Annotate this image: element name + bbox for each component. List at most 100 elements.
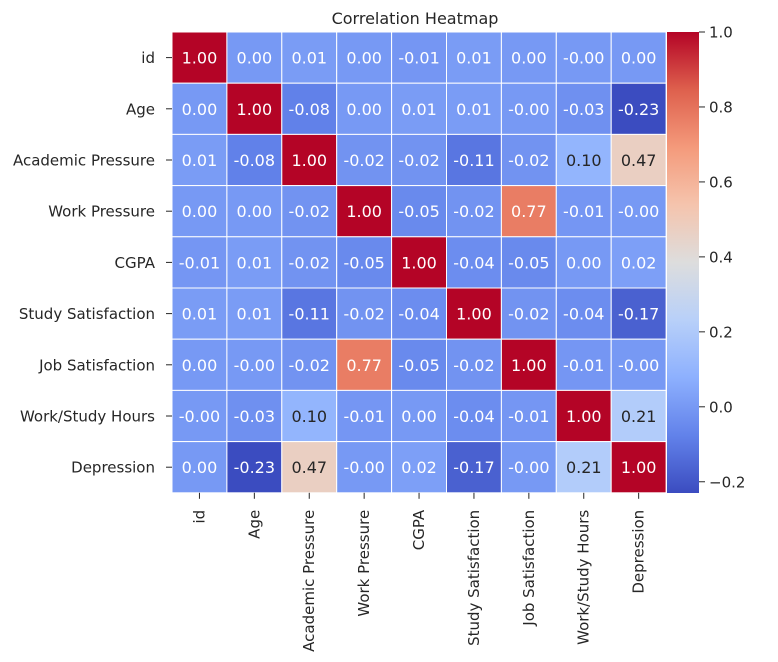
heatmap-cell	[336, 133, 393, 187]
heatmap-cell-value: 0.00	[401, 407, 437, 426]
x-tick-label: Depression	[630, 510, 648, 594]
heatmap-cell-value: 0.01	[401, 100, 437, 119]
colorbar-gradient	[667, 32, 699, 493]
heatmap-cell-value: 1.00	[401, 253, 437, 272]
heatmap-cell	[500, 389, 557, 443]
y-tick-label: CGPA	[115, 254, 156, 272]
heatmap-cell-value: -0.00	[618, 202, 659, 221]
heatmap-cell	[500, 82, 557, 135]
heatmap-cell	[446, 441, 502, 494]
heatmap-cell-value: -0.03	[234, 407, 275, 426]
heatmap-cell	[171, 441, 228, 494]
heatmap-cell-value: 0.00	[346, 100, 382, 119]
heatmap-cell-value: 0.01	[237, 253, 273, 272]
heatmap-cell	[281, 287, 338, 340]
heatmap-cell	[500, 441, 557, 494]
heatmap-cell	[171, 82, 228, 135]
heatmap-cell-value: -0.00	[234, 356, 275, 375]
heatmap-cell-value: 0.00	[237, 49, 273, 68]
colorbar-tick-label: 0.6	[709, 173, 733, 191]
heatmap-cell	[226, 287, 283, 340]
colorbar-tick-label: −0.2	[709, 473, 745, 491]
heatmap-cell	[500, 236, 557, 289]
y-tick-label: Work Pressure	[48, 203, 155, 221]
heatmap-cell	[500, 133, 557, 187]
heatmap-cell	[226, 338, 283, 391]
colorbar: −0.2 0.0 0.2 0.4 0.6 0.8 1.0	[667, 24, 745, 493]
heatmap-cell-value: 0.02	[621, 253, 657, 272]
heatmap-cell-value: -0.04	[453, 407, 494, 426]
heatmap-cell-value: 0.00	[511, 49, 547, 68]
heatmap-cell	[336, 236, 393, 289]
heatmap-cell-value: 0.01	[182, 151, 218, 170]
heatmap-cell-value: -0.17	[618, 305, 659, 324]
heatmap-cell	[281, 133, 338, 187]
heatmap-cell	[281, 236, 338, 289]
heatmap-cell-value: -0.05	[398, 202, 439, 221]
x-tick-label: Work Pressure	[355, 510, 373, 617]
colorbar-tick-label: 0.8	[709, 98, 733, 116]
heatmap-cell-value: -0.03	[563, 100, 604, 119]
colorbar-tick-label: 0.2	[709, 323, 733, 341]
heatmap-cell	[391, 441, 448, 494]
heatmap-cell	[610, 441, 667, 494]
heatmap-cell-value: -0.00	[508, 100, 549, 119]
heatmap-cell-value: -0.23	[234, 458, 275, 477]
y-tick-label: Academic Pressure	[13, 152, 155, 170]
heatmap-cell-value: -0.05	[508, 253, 549, 272]
heatmap-cell	[610, 287, 667, 340]
heatmap-cell-value: -0.02	[289, 356, 330, 375]
y-tick-label: Age	[126, 100, 155, 118]
y-tick-label: Job Satisfaction	[38, 356, 155, 374]
heatmap-cell-value: 0.00	[182, 202, 218, 221]
heatmap-cell	[336, 287, 393, 340]
x-tick-label: Age	[245, 510, 263, 539]
heatmap-cell-value: -0.01	[343, 407, 384, 426]
heatmap-cell-value: -0.00	[508, 458, 549, 477]
heatmap-cell	[226, 133, 283, 187]
heatmap-cell-value: 0.00	[566, 253, 602, 272]
x-tick-label: CGPA	[410, 509, 428, 550]
heatmap-cell	[391, 389, 448, 443]
heatmap-cell-value: -0.01	[179, 253, 220, 272]
y-tick-label: Depression	[71, 459, 155, 477]
heatmap-cell-value: -0.02	[508, 305, 549, 324]
heatmap-cell	[610, 236, 667, 289]
heatmap-cell-value: 0.10	[291, 407, 327, 426]
y-axis-tick-labels: id Age Academic Pressure Work Pressure CGPA S…	[13, 49, 172, 477]
heatmap-cell-value: -0.23	[618, 100, 659, 119]
heatmap-cell-value: -0.00	[563, 49, 604, 68]
y-tick-label: Work/Study Hours	[20, 408, 155, 426]
heatmap-cell-value: -0.04	[563, 305, 604, 324]
heatmap-cell	[171, 389, 228, 443]
heatmap-cell-value: -0.02	[453, 356, 494, 375]
heatmap-cell	[555, 31, 612, 84]
heatmap-cell-value: 0.00	[237, 202, 273, 221]
heatmap-cell-value: -0.04	[453, 253, 494, 272]
heatmap-cell-value: 0.47	[291, 458, 327, 477]
heatmap-cell-value: 0.01	[182, 305, 218, 324]
heatmap-cell-value: -0.08	[289, 100, 330, 119]
heatmap-cell-value: 0.77	[511, 202, 547, 221]
heatmap-cell	[610, 82, 667, 135]
y-tick-label: id	[141, 49, 155, 67]
heatmap-cell	[336, 441, 393, 494]
heatmap-cell-value: -0.02	[508, 151, 549, 170]
heatmap-cell	[171, 185, 228, 238]
heatmap-cell-value: -0.00	[179, 407, 220, 426]
y-tick-label: Study Satisfaction	[19, 305, 155, 323]
heatmap-cell-value: -0.01	[563, 356, 604, 375]
heatmap-cell-value: -0.11	[453, 151, 494, 170]
heatmap-cell	[446, 389, 502, 443]
heatmap-cell-value: 1.00	[566, 407, 602, 426]
heatmap-cell	[391, 133, 448, 187]
heatmap-cell	[171, 31, 228, 84]
heatmap-cell-value: 0.01	[291, 49, 327, 68]
heatmap-cells: 1.00 0.00 0.01 0.00 -0.01 0.01 0.00 -0.00 0.00 0.…	[171, 31, 667, 494]
heatmap-cell	[336, 389, 393, 443]
x-axis-tick-labels: id Age Academic Pressure Work Pressure CGPA S…	[190, 492, 648, 652]
heatmap-cell	[171, 287, 228, 340]
heatmap-cell	[500, 338, 557, 391]
heatmap-cell-value: -0.01	[398, 49, 439, 68]
heatmap-cell	[391, 82, 448, 135]
